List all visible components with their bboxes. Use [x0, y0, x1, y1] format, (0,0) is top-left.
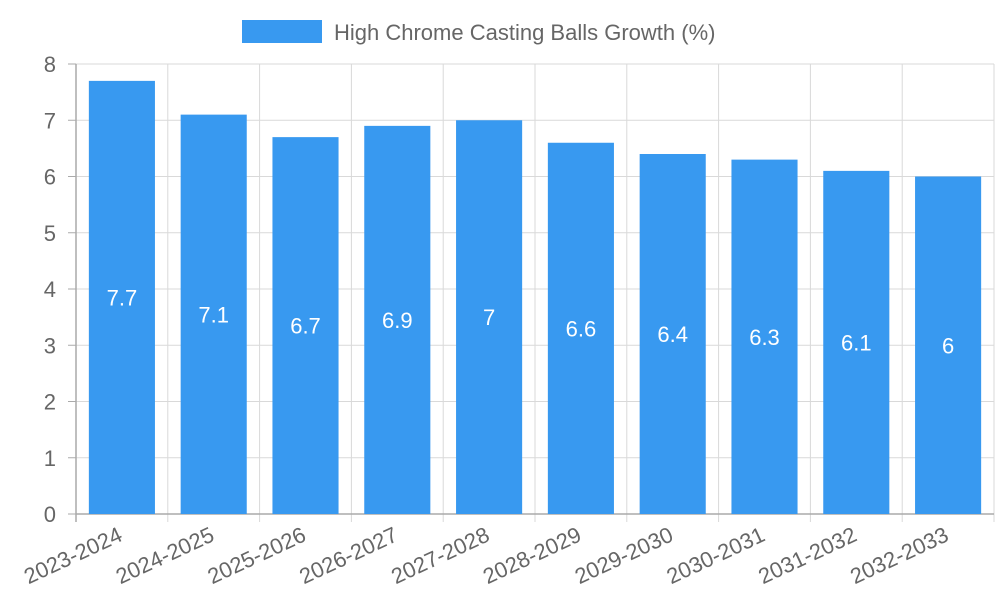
legend[interactable]: High Chrome Casting Balls Growth (%) [242, 20, 715, 45]
x-tick-label: 2024-2025 [112, 522, 218, 589]
data-label: 6.3 [749, 325, 780, 350]
x-tick-label: 2023-2024 [20, 522, 126, 589]
legend-label: High Chrome Casting Balls Growth (%) [334, 20, 715, 45]
data-label: 6.1 [841, 330, 872, 355]
data-label: 7 [483, 305, 495, 330]
bar-2028-2029[interactable] [547, 142, 614, 514]
y-tick-label: 3 [44, 333, 56, 358]
bar-2032-2033[interactable] [915, 176, 982, 515]
bars [88, 80, 982, 515]
data-label: 6.4 [657, 322, 688, 347]
x-tick-label: 2028-2029 [479, 522, 585, 589]
y-tick-label: 0 [44, 502, 56, 527]
y-tick-label: 8 [44, 52, 56, 77]
y-axis-ticks: 0 1 2 3 4 5 6 7 8 [44, 52, 56, 527]
y-tick-label: 5 [44, 221, 56, 246]
y-tick-label: 7 [44, 108, 56, 133]
x-tick-label: 2030-2031 [663, 522, 769, 589]
bar-2026-2027[interactable] [364, 125, 431, 514]
bar-2027-2028[interactable] [456, 120, 523, 514]
x-tick-label: 2031-2032 [754, 522, 860, 589]
data-label: 6.6 [566, 316, 597, 341]
bar-2024-2025[interactable] [180, 114, 247, 514]
data-label: 7.1 [198, 302, 229, 327]
bar-2023-2024[interactable] [88, 80, 155, 514]
data-label: 7.7 [107, 285, 138, 310]
x-tick-label: 2032-2033 [846, 522, 952, 589]
data-label: 6 [942, 333, 954, 358]
bar-2025-2026[interactable] [272, 137, 339, 514]
y-tick-label: 4 [44, 277, 56, 302]
bar-2030-2031[interactable] [731, 159, 798, 514]
x-tick-label: 2027-2028 [387, 522, 493, 589]
bar-2031-2032[interactable] [823, 170, 890, 514]
x-tick-label: 2026-2027 [295, 522, 401, 589]
data-label: 6.9 [382, 308, 413, 333]
x-tick-label: 2029-2030 [571, 522, 677, 589]
bar-2029-2030[interactable] [639, 154, 706, 514]
data-labels: 7.7 7.1 6.7 6.9 7 6.6 6.4 6.3 6.1 6 [107, 285, 955, 358]
x-axis-ticks: 2023-20242024-20252025-20262026-20272027… [20, 522, 952, 589]
legend-swatch [242, 20, 322, 43]
y-tick-label: 2 [44, 390, 56, 415]
y-tick-label: 1 [44, 446, 56, 471]
x-tick-label: 2025-2026 [204, 522, 310, 589]
y-tick-label: 6 [44, 165, 56, 190]
data-label: 6.7 [290, 314, 321, 339]
